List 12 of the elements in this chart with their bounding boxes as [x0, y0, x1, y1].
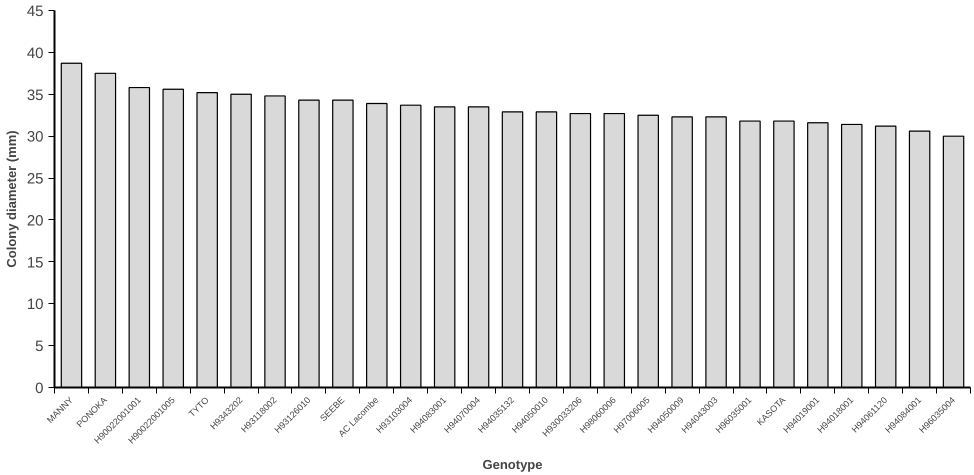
y-tick-label: 40	[26, 44, 44, 62]
y-tick-label: 10	[26, 296, 44, 314]
y-tick-label: 35	[26, 86, 44, 104]
y-tick-label: 15	[26, 254, 44, 272]
y-tick-label: 45	[26, 3, 44, 20]
y-tick-label: 25	[26, 170, 44, 188]
y-tick-label: 30	[26, 128, 44, 146]
x-axis-title: Genotype	[482, 457, 542, 472]
y-tick-label: 5	[35, 338, 44, 356]
y-tick-label: 0	[35, 380, 44, 397]
y-axis-title: Colony diameter (mm)	[4, 130, 19, 268]
y-tick-label: 20	[26, 212, 44, 230]
